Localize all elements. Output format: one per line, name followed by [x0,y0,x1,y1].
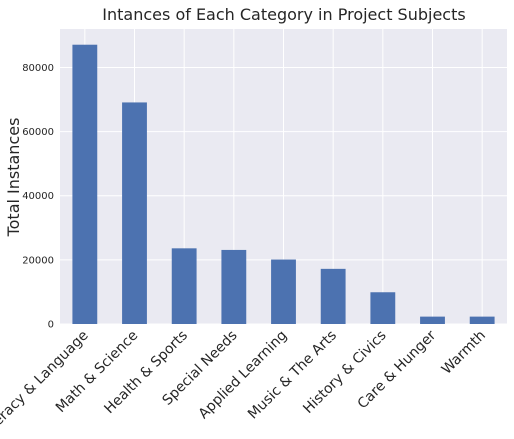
x-tick-label: Health & Sports [101,328,191,418]
y-tick-label: 40000 [22,191,54,202]
bar [221,249,247,324]
bar [122,102,147,324]
x-tick-label: Applied Learning [196,328,291,423]
chart-title: Intances of Each Category in Project Sub… [102,5,465,24]
bar [469,316,495,324]
x-tick-label: Warmth [439,328,489,378]
y-tick-label: 60000 [22,127,54,138]
bar [171,248,197,324]
y-tick-label: 0 [48,320,54,331]
bars [72,44,495,325]
bar [420,316,445,324]
x-tick-label: Music & The Arts [245,328,340,423]
x-tick-label: History & Civics [300,328,389,417]
y-tick-label: 80000 [22,63,54,74]
y-axis-ticks: 0 20000 40000 60000 80000 [22,63,54,331]
bar [320,268,346,324]
bar [72,44,98,325]
y-axis-label: Total Instances [4,118,23,238]
bar [370,292,396,324]
bar [271,259,296,324]
y-tick-label: 20000 [22,255,54,266]
